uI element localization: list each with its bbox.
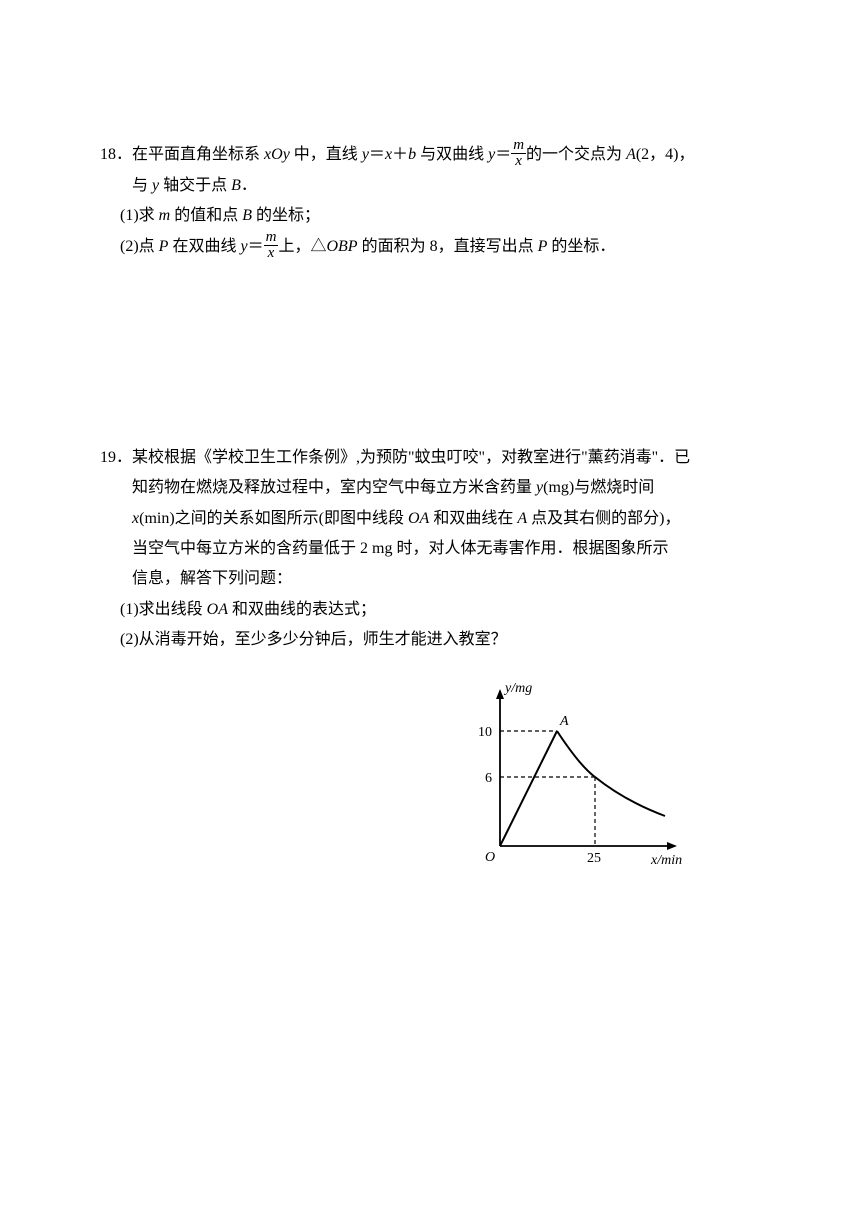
q19-text2b: (mg)与燃烧时间 — [543, 479, 654, 496]
q18-text2a: 与 — [132, 177, 152, 194]
q18-text2b: 轴交于点 — [159, 177, 231, 194]
q18-text1b: 中，直线 — [290, 146, 362, 163]
q19-line4: 当空气中每立方米的含药量低于 2 mg 时，对人体无毒害作用．根据图象所示 — [100, 534, 760, 564]
q18-eq1eq: ＝ — [369, 146, 385, 163]
q18-part1: (1)求 m 的值和点 B 的坐标； — [100, 201, 760, 231]
q19-A: A — [517, 510, 527, 527]
q18-part2P: P — [159, 238, 169, 255]
q19-text3a: (min)之间的关系如图所示(即图中线段 — [139, 510, 408, 527]
q19-text3c: 点及其右侧的部分)， — [527, 510, 680, 527]
q19-text2a: 知药物在燃烧及释放过程中，室内空气中每立方米含药量 — [132, 479, 536, 496]
q18-eq1x: x — [385, 146, 392, 163]
q18-frac1-den: x — [511, 154, 526, 169]
chart-container: y/mg x/min O 10 6 25 A — [100, 676, 760, 887]
q19-text5: 信息，解答下列问题： — [132, 570, 292, 587]
q18-text1a: 在平面直角坐标系 — [132, 146, 264, 163]
q18-eq2eq: ＝ — [495, 146, 511, 163]
svg-text:y/mg: y/mg — [503, 681, 532, 696]
svg-text:6: 6 — [485, 771, 492, 786]
q18-line1: 18．在平面直角坐标系 xOy 中，直线 y＝x＋b 与双曲线 y＝mx的一个交… — [100, 140, 760, 171]
q19-text3b: 和双曲线在 — [429, 510, 517, 527]
q18-part2y: y — [240, 238, 247, 255]
q19-line5: 信息，解答下列问题： — [100, 564, 760, 594]
q19-line1: 19．某校根据《学校卫生工作条例》,为预防"蚊虫叮咬"，对教室进行"薰药消毒"．… — [100, 443, 760, 473]
q18-part2d: 的面积为 8，直接写出点 — [358, 238, 538, 255]
q18-part1b: 的值和点 — [170, 207, 242, 224]
q18-part2e: 的坐标． — [547, 238, 615, 255]
q19-part1b: 和双曲线的表达式； — [228, 601, 376, 618]
q19-part2: (2)从消毒开始，至少多少分钟后，师生才能进入教室？ — [100, 625, 760, 655]
svg-text:x/min: x/min — [650, 853, 682, 868]
q18-frac2-den: x — [264, 246, 279, 261]
q18-part1m: m — [159, 207, 171, 224]
q19-line3: x(min)之间的关系如图所示(即图中线段 OA 和双曲线在 A 点及其右侧的部… — [100, 504, 760, 534]
svg-text:O: O — [485, 850, 495, 865]
q19-part1: (1)求出线段 OA 和双曲线的表达式； — [100, 595, 760, 625]
q19-part2text: (2)从消毒开始，至少多少分钟后，师生才能进入教室？ — [120, 631, 507, 648]
q18-part2: (2)点 P 在双曲线 y＝mx上，△OBP 的面积为 8，直接写出点 P 的坐… — [100, 232, 760, 263]
q18-pointB: B — [231, 177, 241, 194]
q18-part2OBP: OBP — [326, 238, 357, 255]
q19-text1: 某校根据《学校卫生工作条例》,为预防"蚊虫叮咬"，对教室进行"薰药消毒"．已 — [132, 449, 690, 466]
svg-text:25: 25 — [587, 851, 601, 866]
q18-part2a: (2)点 — [120, 238, 159, 255]
q18-part2eq: ＝ — [248, 238, 264, 255]
q18-line2: 与 y 轴交于点 B． — [100, 171, 760, 201]
q18-number: 18． — [100, 146, 132, 163]
q18-text2c: ． — [241, 177, 257, 194]
q18-eq1y: y — [362, 146, 369, 163]
q18-part1B: B — [242, 207, 252, 224]
q18-xoy: xOy — [264, 146, 290, 163]
q18-part2P2: P — [538, 238, 548, 255]
q19-line2: 知药物在燃烧及释放过程中，室内空气中每立方米含药量 y(mg)与燃烧时间 — [100, 473, 760, 503]
q18-part1c: 的坐标； — [252, 207, 320, 224]
q18-frac2-num: m — [264, 230, 279, 246]
question-19: 19．某校根据《学校卫生工作条例》,为预防"蚊虫叮咬"，对教室进行"薰药消毒"．… — [100, 443, 760, 887]
q18-eq1b: b — [408, 146, 416, 163]
q18-text1c: 与双曲线 — [416, 146, 488, 163]
q18-text1d: 的一个交点为 — [526, 146, 626, 163]
q18-frac2: mx — [264, 230, 279, 261]
q18-part2c: 上，△ — [278, 238, 326, 255]
q18-eq1plus: ＋ — [392, 146, 408, 163]
q19-part1a: (1)求出线段 — [120, 601, 207, 618]
q18-frac1: mx — [511, 138, 526, 169]
q19-OA: OA — [408, 510, 429, 527]
q18-part1a: (1)求 — [120, 207, 159, 224]
drug-concentration-chart: y/mg x/min O 10 6 25 A — [450, 676, 690, 876]
q18-part2b: 在双曲线 — [168, 238, 240, 255]
svg-text:10: 10 — [478, 725, 492, 740]
q19-number: 19． — [100, 449, 132, 466]
svg-text:A: A — [559, 714, 569, 729]
q19-text4: 当空气中每立方米的含药量低于 2 mg 时，对人体无毒害作用．根据图象所示 — [132, 540, 668, 557]
q18-pointA: A — [626, 146, 636, 163]
question-18: 18．在平面直角坐标系 xOy 中，直线 y＝x＋b 与双曲线 y＝mx的一个交… — [100, 140, 760, 263]
q19-part1OA: OA — [207, 601, 228, 618]
q18-frac1-num: m — [511, 138, 526, 154]
q18-pointA-coord: (2，4)， — [636, 146, 695, 163]
